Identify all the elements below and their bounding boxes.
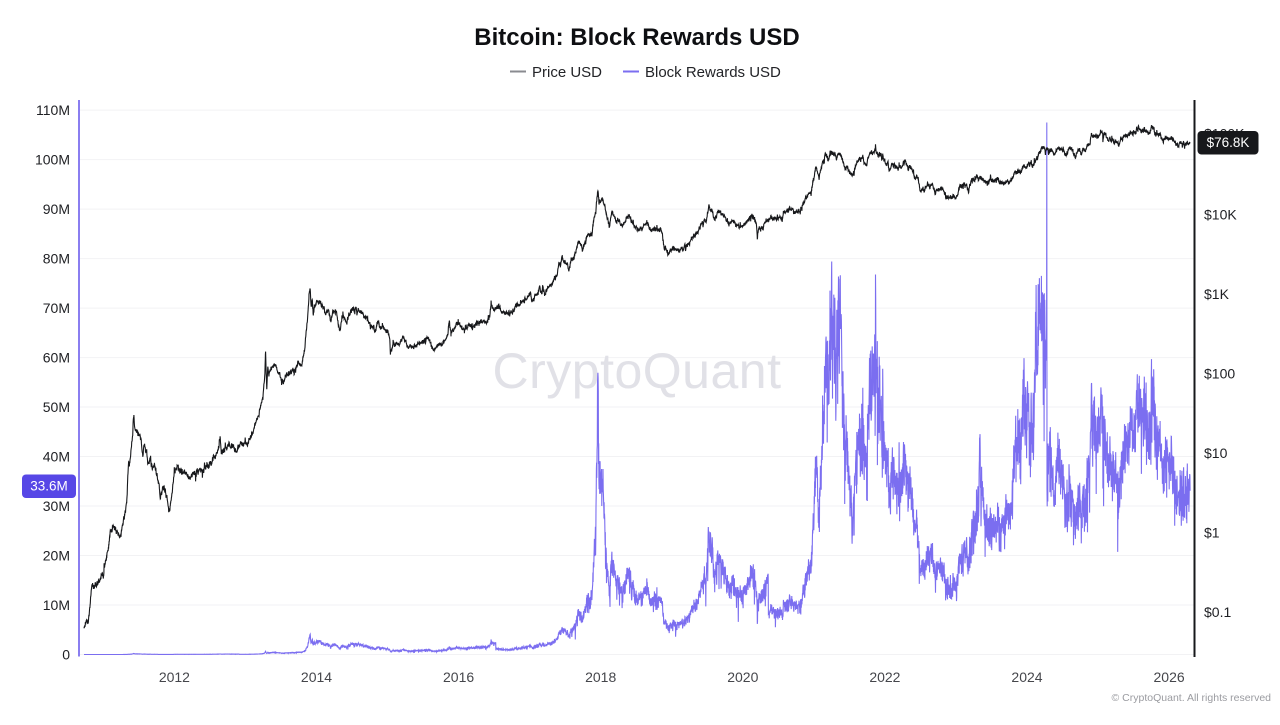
svg-text:40M: 40M: [43, 448, 70, 464]
svg-text:$76.8K: $76.8K: [1207, 135, 1250, 150]
svg-text:100M: 100M: [35, 151, 70, 167]
svg-text:2016: 2016: [443, 669, 474, 685]
svg-text:60M: 60M: [43, 349, 70, 365]
svg-text:$1: $1: [1204, 525, 1220, 541]
svg-text:70M: 70M: [43, 300, 70, 316]
svg-text:30M: 30M: [43, 498, 70, 514]
svg-text:2026: 2026: [1154, 669, 1185, 685]
svg-text:90M: 90M: [43, 201, 70, 217]
svg-text:50M: 50M: [43, 399, 70, 415]
svg-text:2024: 2024: [1011, 669, 1042, 685]
svg-text:Price USD: Price USD: [532, 64, 602, 81]
svg-text:$10: $10: [1204, 445, 1228, 461]
svg-text:$0.1: $0.1: [1204, 604, 1231, 620]
svg-text:$1K: $1K: [1204, 286, 1230, 302]
svg-text:10M: 10M: [43, 597, 70, 613]
svg-text:20M: 20M: [43, 547, 70, 563]
svg-text:33.6M: 33.6M: [30, 479, 68, 494]
svg-text:0: 0: [62, 646, 70, 662]
svg-text:Block Rewards USD: Block Rewards USD: [645, 64, 781, 81]
svg-text:CryptoQuant: CryptoQuant: [493, 343, 782, 399]
svg-text:$100: $100: [1204, 366, 1235, 382]
svg-text:2022: 2022: [869, 669, 900, 685]
svg-text:2020: 2020: [727, 669, 758, 685]
svg-text:2012: 2012: [159, 669, 190, 685]
svg-text:© CryptoQuant. All rights rese: © CryptoQuant. All rights reserved: [1112, 692, 1272, 704]
svg-text:2014: 2014: [301, 669, 332, 685]
svg-text:$10K: $10K: [1204, 207, 1237, 223]
svg-text:110M: 110M: [36, 102, 70, 118]
svg-text:80M: 80M: [43, 250, 70, 266]
svg-text:Bitcoin: Block Rewards USD: Bitcoin: Block Rewards USD: [474, 24, 799, 51]
svg-text:2018: 2018: [585, 669, 616, 685]
